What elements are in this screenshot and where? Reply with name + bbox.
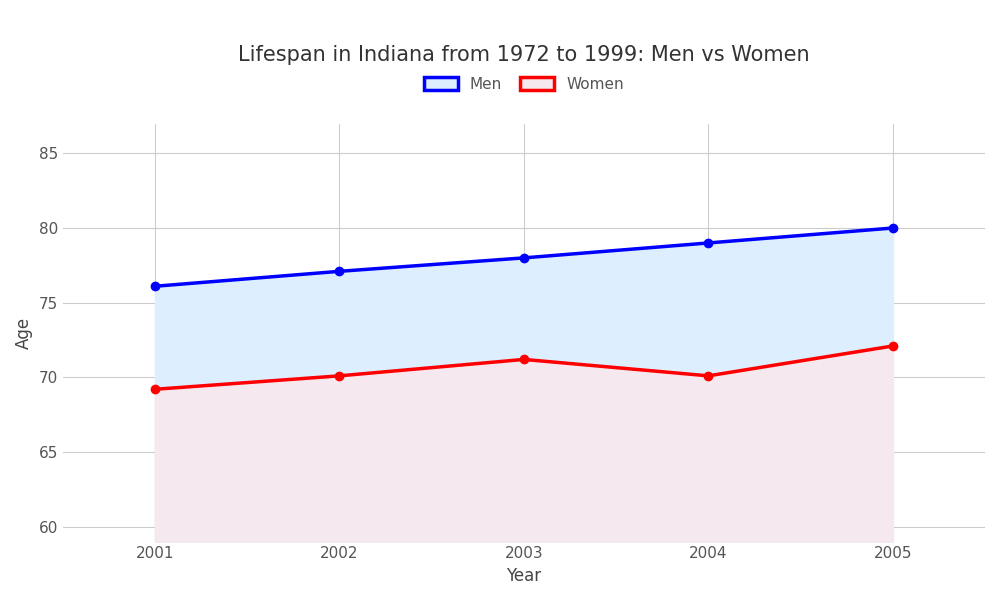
Y-axis label: Age: Age — [15, 316, 33, 349]
X-axis label: Year: Year — [506, 567, 541, 585]
Title: Lifespan in Indiana from 1972 to 1999: Men vs Women: Lifespan in Indiana from 1972 to 1999: M… — [238, 45, 810, 65]
Legend: Men, Women: Men, Women — [424, 77, 624, 92]
